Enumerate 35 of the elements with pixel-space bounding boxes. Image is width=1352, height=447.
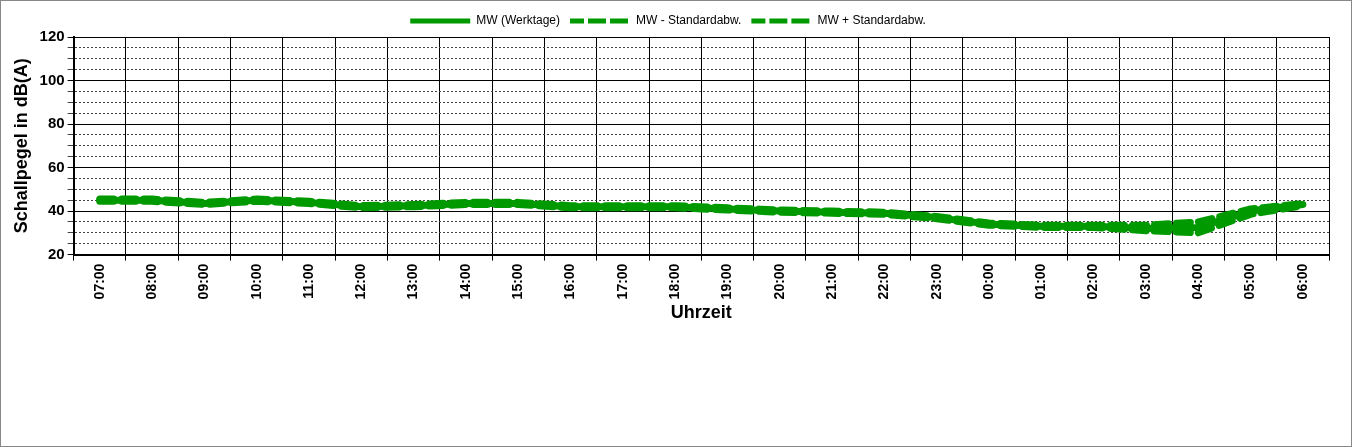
x-tick-label: 20:00 — [770, 263, 787, 300]
x-tick-label: 21:00 — [822, 263, 839, 300]
x-axis-title: Uhrzeit — [670, 302, 732, 323]
x-tick-label: 02:00 — [1084, 263, 1101, 300]
x-tick-label: 03:00 — [1136, 263, 1153, 300]
y-tick-label: 80 — [47, 114, 65, 132]
x-tick-label: 14:00 — [456, 263, 473, 300]
x-tick-label: 12:00 — [352, 263, 369, 300]
x-tick-label: 22:00 — [875, 263, 892, 300]
x-tick-label: 18:00 — [666, 263, 683, 300]
legend-label: MW (Werktage) — [476, 13, 561, 28]
y-tick-label: 60 — [47, 157, 65, 175]
x-tick-label: 17:00 — [613, 263, 630, 300]
x-tick-label: 06:00 — [1293, 263, 1310, 300]
x-tick-label: 11:00 — [299, 263, 316, 299]
y-tick-label: 20 — [47, 244, 65, 262]
x-tick-label: 16:00 — [561, 263, 578, 300]
y-tick-label: 120 — [39, 27, 65, 45]
x-tick-label: 05:00 — [1241, 263, 1258, 300]
x-tick-label: 15:00 — [509, 263, 526, 300]
x-tick-label: 23:00 — [927, 263, 944, 300]
legend-label: MW + Standardabw. — [817, 13, 926, 28]
x-tick-label: 01:00 — [1032, 263, 1049, 300]
y-tick-label: 100 — [39, 70, 65, 88]
x-tick-label: 19:00 — [718, 263, 735, 300]
x-tick-label: 09:00 — [195, 263, 212, 300]
x-tick-label: 07:00 — [90, 263, 107, 300]
y-tick-label: 40 — [47, 201, 65, 219]
x-tick-label: 08:00 — [142, 263, 159, 300]
legend-label: MW - Standardabw. — [636, 13, 742, 28]
x-tick-label: 00:00 — [979, 263, 996, 300]
x-tick-label: 10:00 — [247, 263, 264, 300]
x-tick-label: 13:00 — [404, 263, 421, 300]
x-tick-label: 04:00 — [1189, 263, 1206, 300]
y-axis-title: Schallpegel in dB(A) — [10, 58, 31, 234]
